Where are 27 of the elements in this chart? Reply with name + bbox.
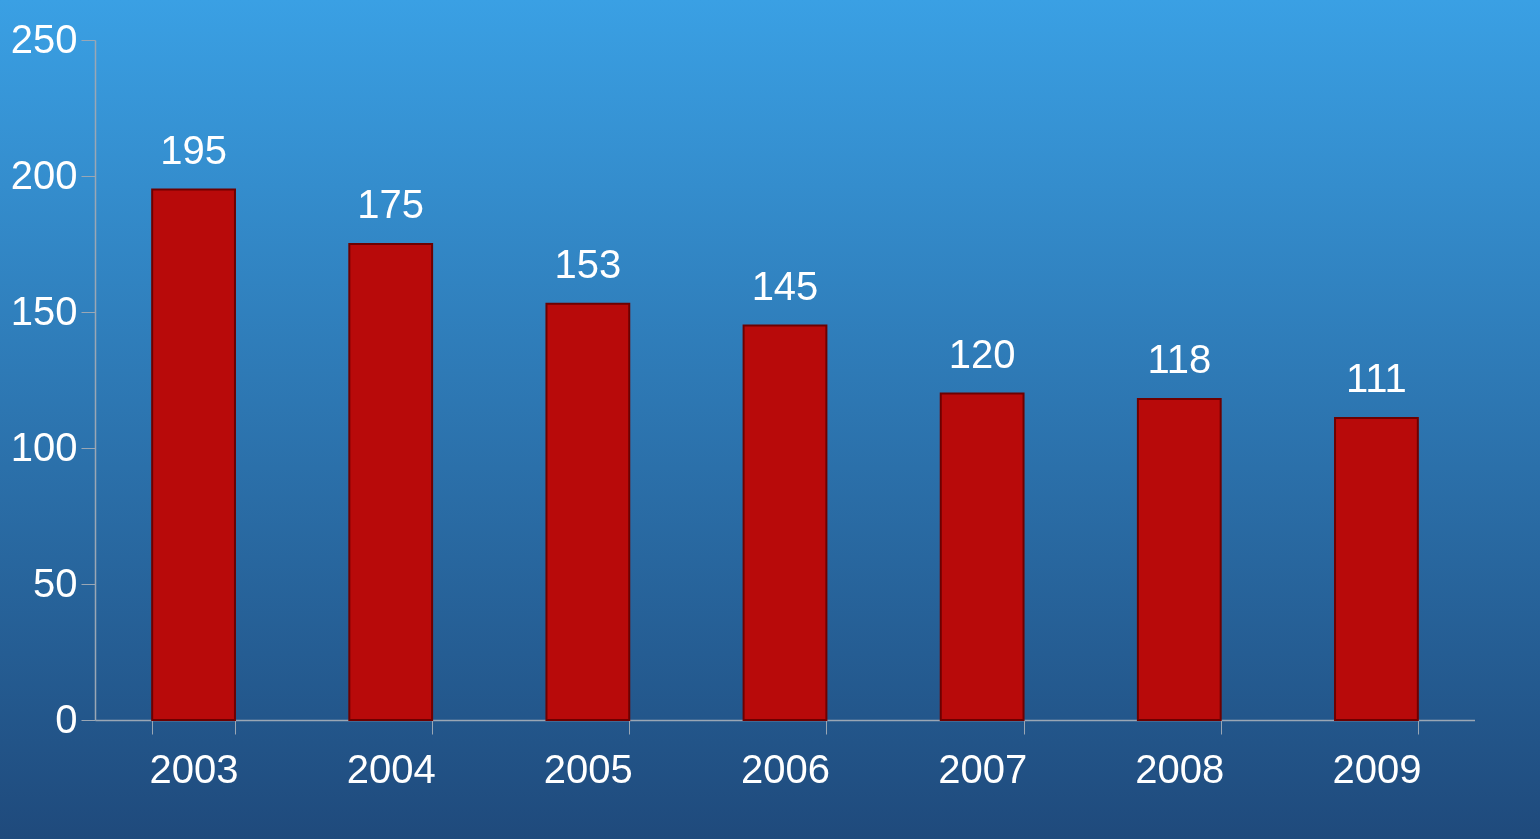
data-label: 111 — [1346, 356, 1407, 401]
x-tick-label: 2004 — [346, 746, 436, 791]
x-tick-label: 2006 — [741, 746, 830, 791]
bar — [939, 392, 1025, 721]
bar — [1136, 398, 1222, 721]
y-tick-label: 100 — [10, 424, 78, 469]
y-tick-label: 250 — [10, 16, 78, 61]
bar — [348, 243, 434, 721]
y-tick-label: 50 — [33, 560, 78, 605]
data-label: 153 — [554, 241, 622, 286]
y-tick-label: 150 — [10, 288, 78, 333]
x-tick-label: 2007 — [938, 746, 1028, 791]
y-tick-label: 200 — [10, 152, 78, 197]
x-tick-label: 2003 — [149, 746, 239, 791]
bar — [742, 324, 828, 721]
data-label: 175 — [357, 182, 425, 226]
data-label: 145 — [751, 263, 819, 308]
data-label: 120 — [948, 331, 1016, 376]
y-tick-label: 0 — [55, 696, 78, 741]
x-tick-label: 2008 — [1135, 746, 1225, 791]
bar — [1334, 417, 1419, 721]
bar — [545, 302, 631, 721]
x-tick-label: 2005 — [543, 746, 633, 791]
data-label: 195 — [160, 127, 227, 172]
bar — [151, 188, 236, 721]
x-tick-label: 2009 — [1332, 746, 1422, 791]
data-label: 118 — [1147, 337, 1212, 382]
